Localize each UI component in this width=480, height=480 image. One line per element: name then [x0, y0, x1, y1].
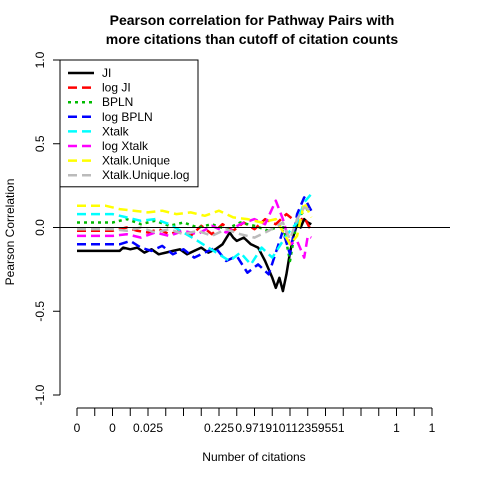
legend-label: log Xtalk	[102, 139, 149, 153]
y-tick-label: 1.0	[33, 51, 47, 68]
legend-label: Xtalk	[102, 124, 130, 138]
chart-title-line-2: more citations than cutoff of citation c…	[106, 31, 399, 47]
y-axis-label: Pearson Correlation	[3, 179, 17, 286]
x-tick-label: 0	[74, 421, 81, 435]
plot-layer	[77, 193, 313, 293]
y-tick-label: 0.5	[33, 135, 47, 152]
y-tick-label: -1.0	[33, 384, 47, 405]
x-tick-label: 0.025	[133, 421, 163, 435]
y-tick-label: -0.5	[33, 301, 47, 322]
x-tick-label: 1	[429, 421, 436, 435]
series-line	[77, 193, 313, 266]
x-tick-label: 0.9719101123595​51	[235, 421, 345, 435]
x-axis-label: Number of citations	[202, 450, 305, 464]
series-line	[77, 196, 313, 276]
legend-label: log JI	[102, 81, 131, 95]
series-line	[77, 206, 312, 241]
legend-label: JI	[102, 66, 111, 80]
x-tick-label: 0	[109, 421, 116, 435]
x-tick-label: 0.225	[204, 421, 234, 435]
x-tick-label: 1	[393, 421, 400, 435]
legend-label: Xtalk.Unique	[102, 154, 170, 168]
legend-label: BPLN	[102, 95, 133, 109]
series-line	[77, 212, 313, 238]
y-tick-label: 0.0	[33, 219, 47, 236]
legend-label: log BPLN	[102, 110, 153, 124]
chart-title-line-1: Pearson correlation for Pathway Pairs wi…	[110, 12, 395, 28]
legend-box	[59, 59, 199, 188]
legend-label: Xtalk.Unique.log	[102, 168, 189, 182]
